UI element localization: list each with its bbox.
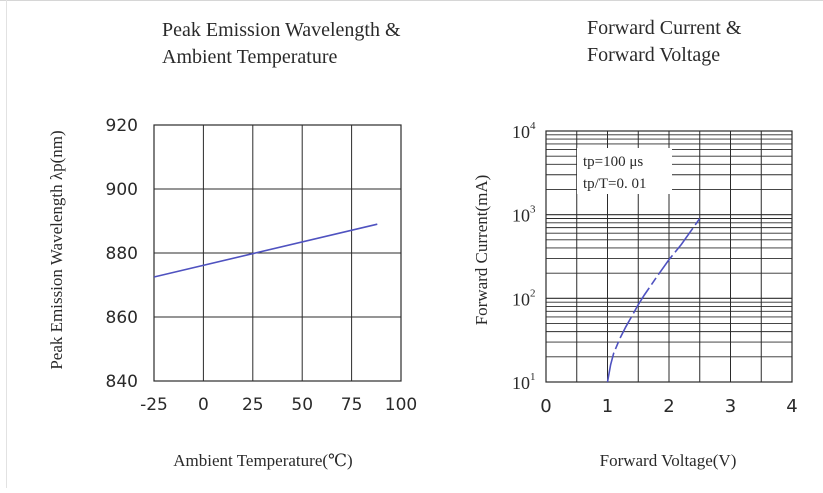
chart1-y-axis-label: Peak Emission Wavelength λp(nm) [47, 130, 66, 369]
chart2-title-line2: Forward Voltage [587, 44, 720, 66]
chart-wavelength: Peak Emission Wavelength & Ambient Tempe… [47, 19, 417, 470]
chart2-x-tick-label: 4 [786, 396, 797, 417]
chart2-y-tick-label: 102 [512, 287, 536, 309]
chart1-x-axis-label: Ambient Temperature(℃) [173, 451, 352, 470]
chart2-x-tick-label: 3 [725, 396, 736, 417]
chart1-series-line [153, 223, 378, 278]
chart2-x-tick-label: 0 [540, 396, 551, 417]
chart1-y-tick-label: 900 [106, 180, 138, 200]
chart2-y-tick-label: 103 [512, 204, 536, 226]
chart1-x-tick-label: 0 [198, 395, 209, 415]
chart2-y-ticks: 101 102 103 104 [512, 120, 536, 393]
chart1-x-tick-label: 25 [242, 395, 264, 415]
left-border [6, 0, 7, 488]
chart1-series [153, 223, 378, 278]
chart2-annotation-pulse: tp=100 μs [583, 154, 643, 170]
top-border [0, 0, 823, 1]
chart1-x-tick-label: 100 [385, 395, 417, 415]
chart1-x-ticks: -25 0 25 50 75 100 [140, 395, 417, 415]
chart2-series-line [606, 218, 701, 383]
chart1-y-tick-label: 880 [106, 244, 138, 264]
chart1-y-tick-label: 860 [106, 308, 138, 328]
chart2-annotation-box [577, 148, 672, 194]
chart2-x-tick-label: 2 [663, 396, 674, 417]
chart2-annotation-duty: tp/T=0. 01 [583, 176, 646, 192]
chart1-frame [153, 124, 402, 382]
chart1-y-tick-label: 840 [106, 372, 138, 392]
chart1-x-tick-label: 75 [341, 395, 363, 415]
chart1-grid [153, 124, 402, 382]
chart2-y-tick-label: 104 [512, 120, 536, 142]
chart2-x-ticks: 0 1 2 3 4 [540, 396, 797, 417]
chart2-y-axis-label: Forward Current(mA) [472, 175, 491, 326]
chart1-title-line1: Peak Emission Wavelength & [162, 19, 401, 41]
chart2-title-line1: Forward Current & [587, 17, 742, 39]
chart1-title-line2: Ambient Temperature [162, 46, 338, 68]
chart2-grid [545, 130, 793, 383]
chart-forward-current: Forward Current & Forward Voltage 101102… [472, 17, 798, 470]
chart2-series [606, 218, 701, 383]
chart1-y-ticks: 840 860 880 900 920 [106, 116, 138, 392]
chart1-y-tick-label: 920 [106, 116, 138, 136]
chart2-x-tick-label: 1 [602, 396, 613, 417]
chart2-y-tick-label: 101 [512, 371, 536, 393]
chart2-x-axis-label: Forward Voltage(V) [600, 451, 737, 470]
chart1-x-tick-label: 50 [291, 395, 313, 415]
chart1-x-tick-label: -25 [140, 395, 168, 415]
chart2-frame [545, 130, 793, 383]
